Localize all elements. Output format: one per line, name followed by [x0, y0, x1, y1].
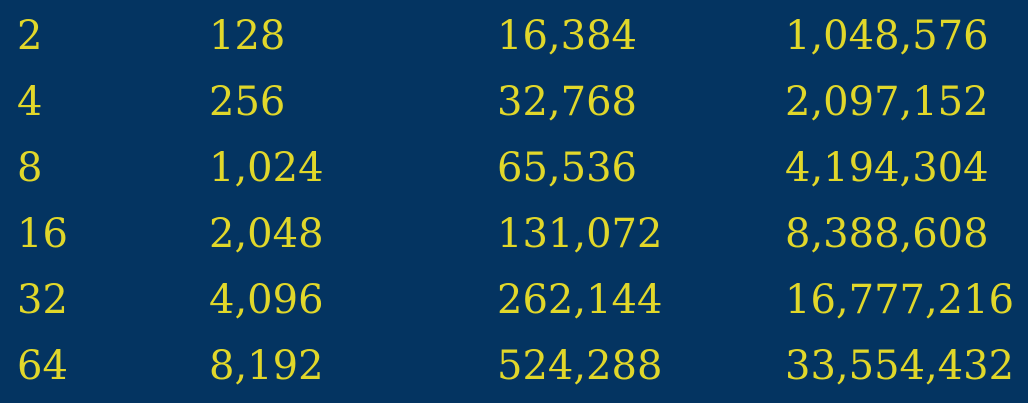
table-row: 16 2,048 131,072 8,388,608	[0, 201, 1028, 267]
table-cell: 32	[17, 277, 68, 323]
table-cell: 8,192	[209, 343, 324, 389]
table-cell: 65,536	[497, 145, 637, 191]
table-cell: 33,554,432	[785, 343, 1015, 389]
table-cell: 1,048,576	[785, 13, 989, 59]
table-cell: 256	[209, 79, 286, 125]
table-cell: 524,288	[497, 343, 663, 389]
table-cell: 128	[209, 13, 286, 59]
table-row: 64 8,192 524,288 33,554,432	[0, 333, 1028, 399]
table-cell: 1,024	[209, 145, 324, 191]
table-cell: 4,096	[209, 277, 324, 323]
table-cell: 4,194,304	[785, 145, 989, 191]
table-cell: 32,768	[497, 79, 637, 125]
table-cell: 64	[17, 343, 68, 389]
table-row: 8 1,024 65,536 4,194,304	[0, 135, 1028, 201]
table-cell: 131,072	[497, 211, 663, 257]
table-row: 4 256 32,768 2,097,152	[0, 69, 1028, 135]
table-cell: 16,384	[497, 13, 637, 59]
table-cell: 8,388,608	[785, 211, 989, 257]
table-cell: 262,144	[497, 277, 663, 323]
table-cell: 16,777,216	[785, 277, 1015, 323]
table-cell: 16	[17, 211, 68, 257]
table-row: 32 4,096 262,144 16,777,216	[0, 267, 1028, 333]
table-cell: 2,097,152	[785, 79, 989, 125]
table-row: 2 128 16,384 1,048,576	[0, 3, 1028, 69]
table-cell: 4	[17, 79, 43, 125]
table-cell: 8	[17, 145, 43, 191]
table-cell: 2,048	[209, 211, 324, 257]
table-cell: 2	[17, 13, 43, 59]
